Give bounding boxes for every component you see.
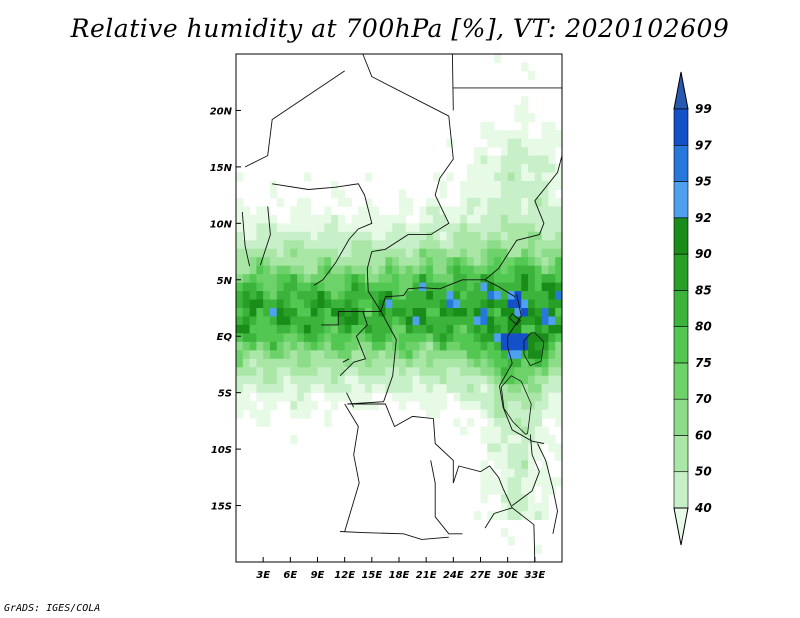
- lat-tick-label: EQ: [217, 332, 233, 343]
- colorbar: 40 50 60 70 75 80 85 90 92 95 97 99: [673, 71, 712, 546]
- lon-tick-label: 12E: [334, 570, 355, 581]
- lon-tick-label: 3E: [256, 570, 270, 581]
- lat-tick-label: 15N: [210, 163, 233, 174]
- colorbar-segment: [673, 217, 689, 255]
- lat-tick-label: 20N: [210, 106, 233, 117]
- lon-tick-label: 9E: [311, 570, 325, 581]
- colorbar-label: 97: [695, 138, 712, 152]
- colorbar-segment: [673, 471, 689, 509]
- colorbar-top-triangle: [673, 71, 689, 110]
- colorbar-label: 80: [695, 320, 712, 334]
- colorbar-segment: [673, 253, 689, 291]
- colorbar-bottom-triangle: [673, 507, 689, 546]
- axis-ticks: 3E 6E 9E 12E 15E 18E 21E 24E 27E 30E 33E 20N 15N 10N 5…: [210, 106, 546, 581]
- colorbar-segment: [673, 435, 689, 473]
- lat-tick-label: 15S: [211, 502, 232, 513]
- colorbar-label: 40: [694, 501, 712, 515]
- colorbar-segment: [673, 290, 689, 327]
- humidity-field: [236, 54, 563, 554]
- colorbar-segment: [673, 362, 689, 400]
- map-title: Relative humidity at 700hPa [%], VT: 202…: [70, 14, 730, 43]
- colorbar-label: 85: [695, 283, 712, 297]
- colorbar-label: 75: [695, 356, 712, 370]
- lon-tick-label: 24E: [443, 570, 464, 581]
- colorbar-label: 50: [695, 465, 712, 479]
- colorbar-segment: [673, 108, 689, 146]
- lon-tick-label: 27E: [470, 570, 491, 581]
- colorbar-segment: [673, 326, 689, 364]
- lon-tick-label: 30E: [497, 570, 518, 581]
- colorbar-segment: [673, 144, 689, 182]
- colorbar-label: 92: [695, 211, 712, 225]
- colorbar-segment: [673, 181, 689, 219]
- colorbar-label: 70: [695, 392, 712, 406]
- lon-tick-label: 15E: [361, 570, 382, 581]
- colorbar-label: 99: [695, 102, 712, 116]
- lon-tick-label: 33E: [524, 570, 545, 581]
- lat-tick-label: 10N: [210, 219, 233, 230]
- colorbar-label: 60: [695, 429, 712, 443]
- footer-credit: GrADS: IGES/COLA: [4, 603, 101, 614]
- colorbar-segment: [673, 398, 689, 436]
- lon-tick-label: 18E: [389, 570, 410, 581]
- lon-tick-label: 21E: [416, 570, 437, 581]
- lat-tick-label: 10S: [211, 445, 232, 456]
- country-borders: [241, 53, 563, 563]
- lon-tick-label: 6E: [283, 570, 297, 581]
- colorbar-label: 95: [695, 175, 712, 189]
- lat-tick-label: 5N: [217, 276, 233, 287]
- colorbar-label: 90: [695, 247, 712, 261]
- lat-tick-label: 5S: [218, 389, 232, 400]
